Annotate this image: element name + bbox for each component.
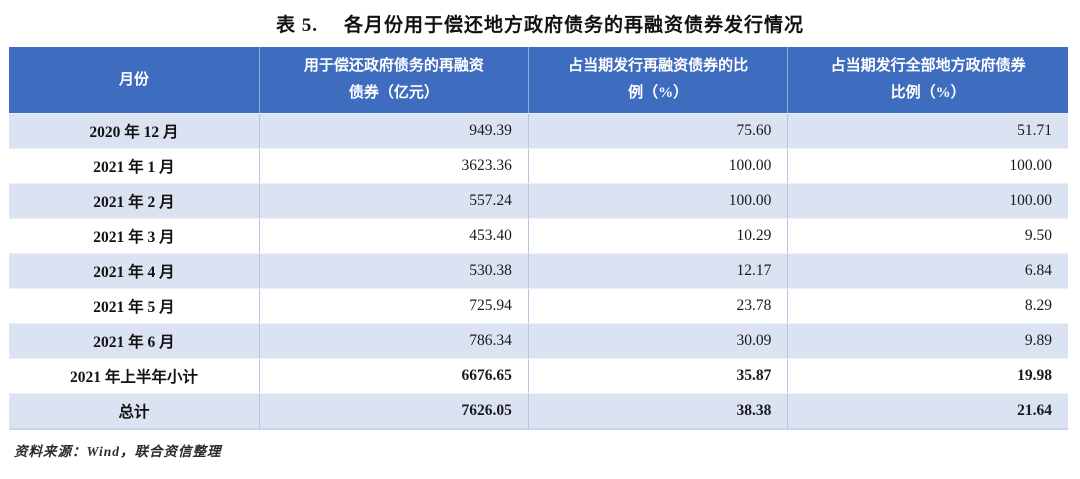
table-title: 表 5. 各月份用于偿还地方政府债务的再融资债券发行情况	[0, 0, 1080, 46]
amount-cell: 453.40	[258, 219, 528, 253]
month-cell: 2021 年 4 月	[93, 264, 175, 281]
pct-refinancing-cell: 75.60	[527, 114, 787, 148]
pct-refinancing-cell: 10.29	[527, 219, 787, 253]
pct-refinancing-cell: 100.00	[527, 184, 787, 218]
source-note: 资料来源：Wind，联合资信整理	[14, 444, 222, 459]
pct-all-bonds-cell: 100.00	[787, 149, 1068, 183]
amount-cell: 7626.05	[258, 394, 528, 428]
pct-all-bonds-cell: 19.98	[787, 359, 1068, 393]
amount-cell: 530.38	[258, 254, 528, 288]
amount-cell: 6676.65	[258, 359, 528, 393]
pct-all-bonds-cell: 100.00	[787, 184, 1068, 218]
pct-all-bonds-cell: 6.84	[787, 254, 1068, 288]
table-row-grand-total: 总计 7626.05 38.38 21.64	[9, 393, 1068, 428]
month-cell: 2021 年 3 月	[93, 229, 175, 246]
pct-refinancing-cell: 23.78	[527, 289, 787, 323]
month-cell: 2021 年 5 月	[93, 299, 175, 316]
month-cell: 2021 年 6 月	[93, 334, 175, 351]
pct-all-bonds-cell: 51.71	[787, 114, 1068, 148]
table-row-2021-04: 2021 年 4 月 530.38 12.17 6.84	[9, 253, 1068, 288]
amount-cell: 725.94	[258, 289, 528, 323]
month-cell: 总计	[118, 404, 150, 421]
amount-cell: 557.24	[258, 184, 528, 218]
pct-refinancing-cell: 12.17	[527, 254, 787, 288]
table-row-2021-02: 2021 年 2 月 557.24 100.00 100.00	[9, 183, 1068, 218]
month-cell: 2020 年 12 月	[89, 124, 179, 141]
pct-all-bonds-cell: 21.64	[787, 394, 1068, 428]
table-row-2021-06: 2021 年 6 月 786.34 30.09 9.89	[9, 323, 1068, 358]
refinancing-bonds-table: 月份 用于偿还政府债务的再融资 债券（亿元） 占当期发行再融资债券的比 例（%）…	[9, 47, 1068, 430]
table-row-h1-subtotal: 2021 年上半年小计 6676.65 35.87 19.98	[9, 358, 1068, 393]
pct-refinancing-cell: 100.00	[527, 149, 787, 183]
amount-cell: 3623.36	[258, 149, 528, 183]
table-row-2020-12: 2020 年 12 月 949.39 75.60 51.71	[9, 113, 1068, 148]
month-cell: 2021 年 2 月	[93, 194, 175, 211]
pct-all-bonds-cell: 9.50	[787, 219, 1068, 253]
pct-refinancing-cell: 38.38	[527, 394, 787, 428]
month-cell: 2021 年 1 月	[93, 159, 175, 176]
pct-refinancing-cell: 35.87	[527, 359, 787, 393]
pct-all-bonds-cell: 8.29	[787, 289, 1068, 323]
table-title-text: 各月份用于偿还地方政府债务的再融资债券发行情况	[344, 14, 805, 36]
column-header-pct-all-bonds: 占当期发行全部地方政府债券 比例（%）	[787, 47, 1068, 113]
table-row-2021-03: 2021 年 3 月 453.40 10.29 9.50	[9, 218, 1068, 253]
table-header-row: 月份 用于偿还政府债务的再融资 债券（亿元） 占当期发行再融资债券的比 例（%）…	[9, 47, 1068, 113]
pct-all-bonds-cell: 9.89	[787, 324, 1068, 358]
table-row-2021-01: 2021 年 1 月 3623.36 100.00 100.00	[9, 148, 1068, 183]
column-header-pct-refinancing: 占当期发行再融资债券的比 例（%）	[527, 47, 787, 113]
column-header-month: 月份	[118, 71, 149, 88]
table-row-2021-05: 2021 年 5 月 725.94 23.78 8.29	[9, 288, 1068, 323]
column-header-refinancing-amount: 用于偿还政府债务的再融资 债券（亿元）	[258, 47, 528, 113]
amount-cell: 949.39	[258, 114, 528, 148]
pct-refinancing-cell: 30.09	[527, 324, 787, 358]
table-number: 表 5.	[275, 14, 318, 36]
month-cell: 2021 年上半年小计	[70, 369, 198, 386]
amount-cell: 786.34	[258, 324, 528, 358]
